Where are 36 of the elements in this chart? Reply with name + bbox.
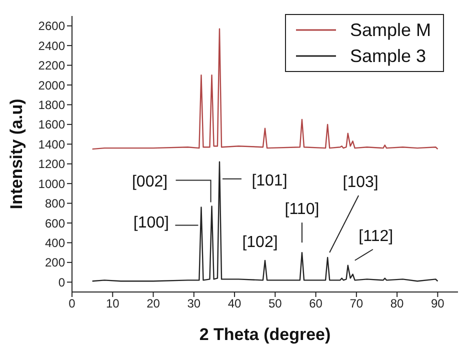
y-tick-label: 2600 bbox=[38, 19, 66, 34]
x-tick-label: 90 bbox=[431, 296, 445, 311]
x-tick-label: 10 bbox=[106, 296, 120, 311]
x-tick-label: 50 bbox=[268, 296, 282, 311]
annotation: [102] bbox=[242, 234, 278, 251]
y-tick-label: 2400 bbox=[38, 38, 66, 53]
y-tick-label: 200 bbox=[44, 256, 66, 270]
x-tick-label: 30 bbox=[187, 296, 201, 311]
y-tick-label: 2000 bbox=[38, 78, 66, 92]
annotation: [112] bbox=[358, 228, 394, 245]
y-tick-label: 1800 bbox=[38, 98, 66, 112]
annotation: [103] bbox=[342, 174, 378, 191]
y-tick-label: 1200 bbox=[38, 157, 66, 172]
annotation: [101] bbox=[252, 172, 288, 190]
line-series bbox=[92, 161, 438, 282]
annotation: [110] bbox=[284, 201, 320, 218]
y-tick-label: 1600 bbox=[38, 118, 66, 132]
y-tick-label: 2200 bbox=[38, 58, 66, 73]
x-tick-label: 80 bbox=[390, 296, 404, 311]
y-tick-label: 0 bbox=[58, 275, 66, 290]
y-axis-title: Intensity (a.u) bbox=[7, 98, 26, 210]
x-axis-title: 2 Theta (degree) bbox=[199, 325, 331, 344]
annotation: [002] bbox=[132, 174, 168, 191]
x-tick-label: 60 bbox=[309, 296, 323, 311]
y-tick-label: 1400 bbox=[38, 137, 66, 152]
annotation: [100] bbox=[133, 214, 170, 232]
x-tick-label: 40 bbox=[228, 296, 242, 311]
y-tick-label: 600 bbox=[44, 216, 66, 230]
x-tick-label: 70 bbox=[350, 296, 364, 311]
y-tick-label: 1000 bbox=[38, 176, 66, 191]
legend-label: Sample M bbox=[350, 19, 431, 42]
legend-label: Sample 3 bbox=[350, 45, 426, 68]
y-tick-label: 800 bbox=[44, 196, 66, 211]
x-tick-label: 20 bbox=[146, 296, 160, 311]
y-tick-label: 400 bbox=[44, 236, 66, 250]
x-tick-label: 0 bbox=[68, 296, 76, 311]
